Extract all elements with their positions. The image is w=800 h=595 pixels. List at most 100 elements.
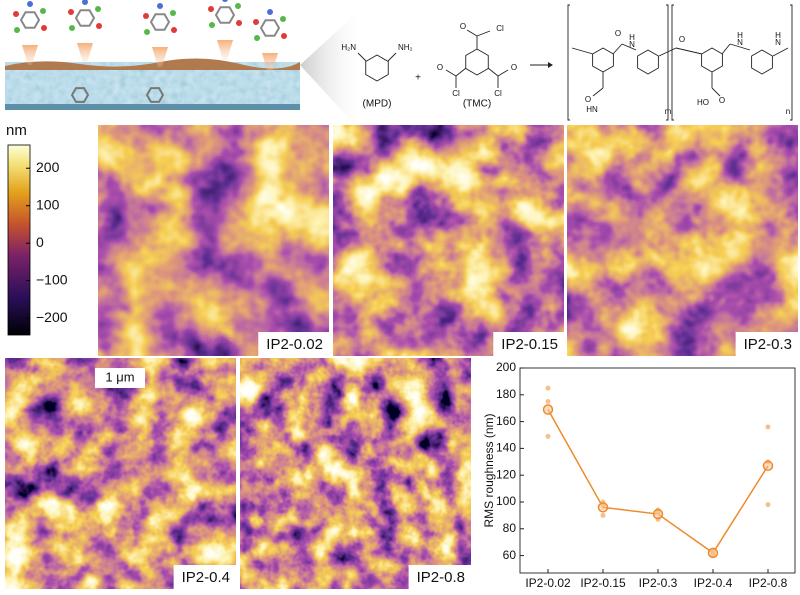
- colorbar-tick-label: −200: [36, 309, 68, 325]
- light-beam: [262, 53, 278, 73]
- atom: [171, 27, 177, 33]
- atom: [68, 9, 74, 15]
- atom: [208, 6, 214, 12]
- atom-label: O: [511, 63, 517, 72]
- colorbar-unit: nm: [6, 122, 27, 139]
- colorbar: [7, 144, 31, 336]
- bond: [711, 87, 721, 97]
- plot-frame: [519, 367, 796, 574]
- panel-label-box: [408, 565, 471, 589]
- bond: [487, 67, 499, 77]
- atom: [281, 33, 287, 39]
- molecule-ring: [19, 11, 41, 29]
- panel-label-box: [493, 332, 564, 356]
- atom-label: O: [437, 63, 443, 72]
- atom-label: N: [737, 38, 743, 47]
- replicate-point: [600, 512, 606, 518]
- atom: [14, 27, 20, 33]
- colorbar-tick-label: 200: [36, 159, 60, 175]
- colorbar-tick-label: 100: [36, 196, 60, 212]
- scale-bar-box: [95, 368, 145, 388]
- scale-bar-label: 1 μm: [105, 369, 134, 384]
- membrane-edge: [5, 104, 300, 110]
- panel-label: IP2-0.02: [266, 336, 323, 353]
- colorbar-tick-label: 0: [36, 234, 44, 250]
- compound-label: (MPD): [363, 99, 392, 110]
- atom-label: O: [460, 22, 466, 31]
- light-beam: [77, 43, 93, 63]
- atom: [40, 8, 46, 14]
- atom-label: m: [665, 107, 672, 116]
- mean-point: [762, 460, 774, 472]
- panel-label-box: [173, 565, 236, 589]
- atom: [222, 0, 228, 2]
- atom: [95, 6, 101, 12]
- colorbar-tick-label: −100: [36, 271, 68, 287]
- replicate-point: [765, 502, 771, 508]
- atom: [82, 0, 88, 5]
- panel-label: IP2-0.8: [417, 569, 465, 586]
- atom: [157, 3, 163, 9]
- atom-label: n: [786, 107, 790, 116]
- benzene-ring: [637, 49, 659, 75]
- bracket: [666, 4, 669, 121]
- atom-label: Cl: [496, 24, 504, 33]
- plus-sign: +: [415, 73, 421, 84]
- atom-label: H: [775, 31, 781, 40]
- atom-label: O: [585, 95, 591, 104]
- atom: [69, 25, 75, 31]
- afm-image: [98, 125, 329, 356]
- zoom-cone: [300, 10, 360, 130]
- replicate-point: [765, 424, 771, 430]
- atom: [143, 13, 149, 19]
- mean-point: [652, 508, 664, 520]
- x-tick-label: IP2-0.15: [580, 576, 626, 590]
- membrane-illustration: [5, 0, 360, 130]
- polyamide-layer: [5, 58, 300, 70]
- atom-label: Cl: [452, 89, 460, 98]
- atom: [13, 11, 19, 17]
- atom: [170, 10, 176, 16]
- atom: [209, 22, 215, 28]
- panel-label: IP2-0.4: [182, 569, 230, 586]
- atom: [253, 19, 259, 25]
- atom-label: H: [737, 31, 743, 40]
- atom-label: N: [775, 38, 781, 47]
- bond: [357, 52, 367, 62]
- arrow-head: [548, 62, 553, 68]
- benzene-ring: [465, 48, 489, 76]
- bond: [621, 43, 637, 51]
- atom-label: Cl: [494, 89, 502, 98]
- atom-label: N: [629, 40, 635, 49]
- replicate-point: [545, 433, 551, 439]
- y-tick-label: 100: [496, 494, 516, 508]
- atom: [267, 9, 273, 15]
- bracket: [567, 4, 570, 121]
- light-beam: [22, 45, 38, 65]
- atom-label: O: [615, 29, 621, 38]
- bond: [476, 30, 491, 37]
- replicate-point: [545, 385, 551, 391]
- atom-label: H: [629, 33, 635, 42]
- bracket: [790, 4, 793, 121]
- panel-label: IP2-0.15: [501, 336, 558, 353]
- line: [547, 409, 769, 554]
- atom: [144, 29, 150, 35]
- molecule-ring: [149, 13, 171, 31]
- atom-label: O: [679, 35, 685, 44]
- molecule-ring: [214, 6, 236, 24]
- benzene-ring: [592, 47, 614, 73]
- bond: [658, 47, 677, 57]
- bond: [612, 43, 623, 55]
- atom: [41, 25, 47, 31]
- y-axis-label: RMS roughness (nm): [482, 413, 496, 527]
- bond: [571, 47, 594, 55]
- bond: [592, 87, 604, 97]
- light-beam: [152, 47, 168, 67]
- y-tick-label: 160: [496, 414, 516, 428]
- atom-label: O: [719, 96, 725, 105]
- light-beam: [217, 40, 233, 60]
- y-tick-label: 180: [496, 387, 516, 401]
- bond: [445, 69, 457, 77]
